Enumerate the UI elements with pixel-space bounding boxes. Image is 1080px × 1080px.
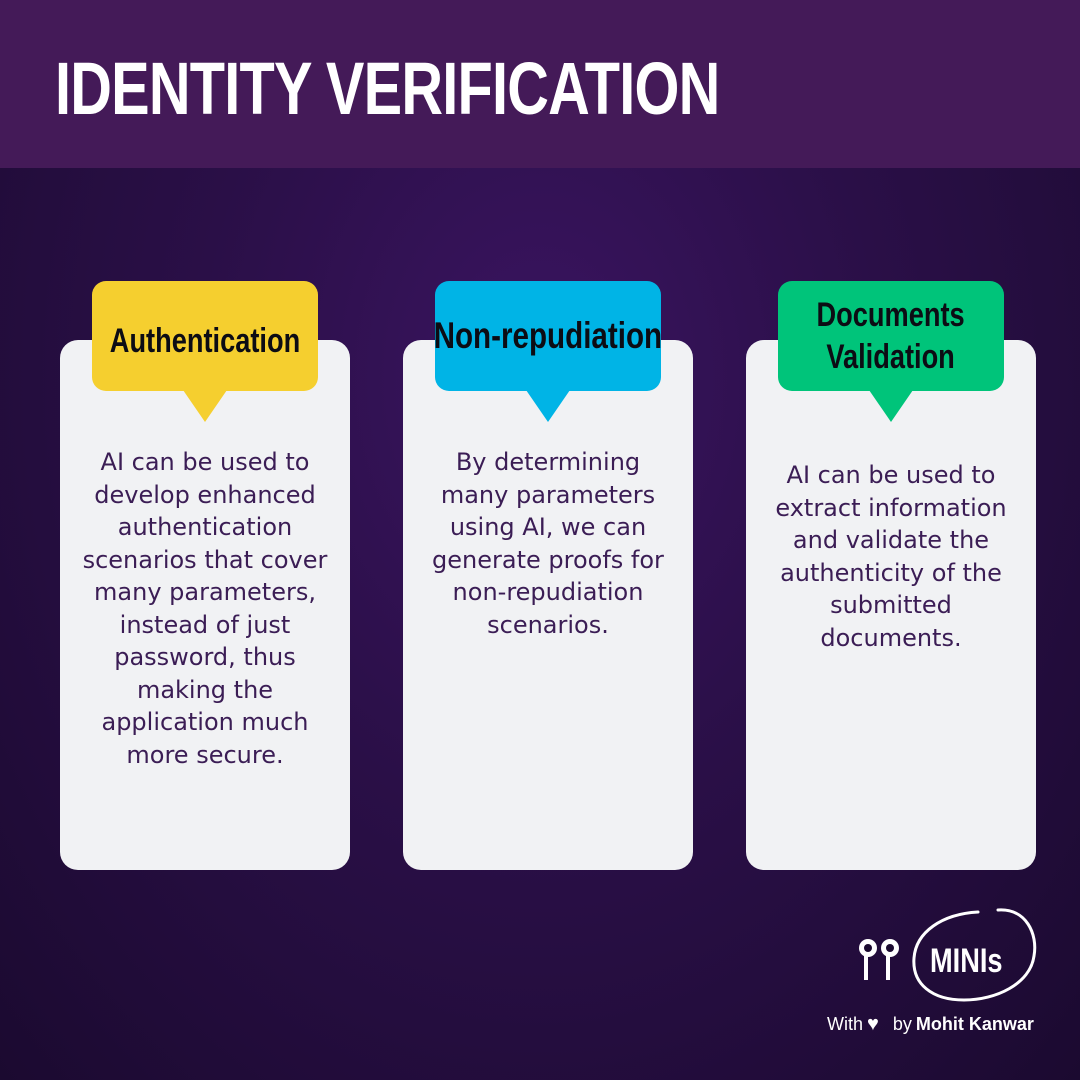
credit-author: Mohit Kanwar [915,1014,1034,1034]
heart-icon: ♥ [867,1013,879,1035]
tag-pointer-icon [526,390,570,422]
card-non-repudiation: By determining many parameters using AI,… [403,340,693,870]
tag-authentication-label: Authentication [109,322,301,360]
tag-non-repudiation: Non-repudiation [433,281,663,422]
logo-text: MINIs [930,942,1003,980]
credit-with: With [827,1014,863,1034]
tag-non-repudiation-label: Non-repudiation [433,315,663,356]
tag-documents-line1: Documents [816,296,966,334]
card-non-repudiation-text: By determining many parameters using AI,… [432,448,664,639]
card-authentication: AI can be used to develop enhanced authe… [60,340,350,870]
header-bar [0,0,1080,168]
tag-documents-validation-label: Documents Validation [817,294,965,378]
card-documents-validation: AI can be used to extract information an… [746,340,1036,870]
tag-documents-validation: Documents Validation [778,281,1004,422]
credit-line: With ♥ by Mohit Kanwar [827,1012,1034,1036]
tag-pointer-icon [183,390,227,422]
credit-by: by [892,1014,912,1034]
logo-oval-icon [912,908,1037,1002]
card-documents-validation-text: AI can be used to extract information an… [775,461,1007,652]
double-pin-icon [859,939,899,980]
card-authentication-text: AI can be used to develop enhanced authe… [82,448,328,769]
tag-pointer-icon [869,390,913,422]
tag-documents-line2: Validation [826,338,956,376]
page-title: IDENTITY VERIFICATION [55,47,720,130]
tag-authentication: Authentication [92,281,318,422]
